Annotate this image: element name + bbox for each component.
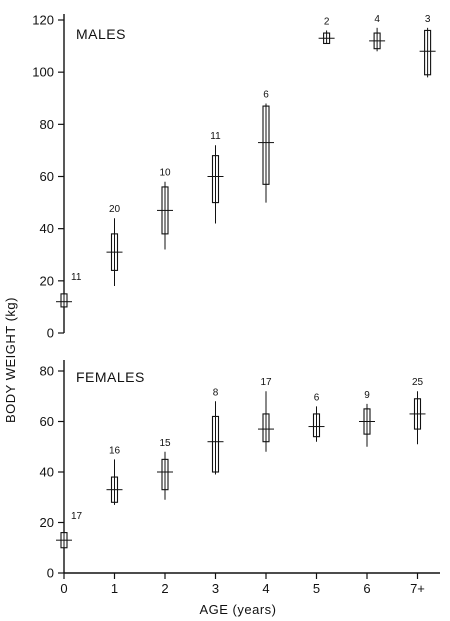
females-count-label: 17 — [71, 511, 83, 522]
females-count-label: 6 — [314, 392, 320, 403]
males-y-tick-label: 40 — [40, 221, 54, 236]
females-y-tick-label: 0 — [47, 566, 54, 581]
x-tick-label: 3 — [212, 581, 219, 596]
x-axis-title: AGE (years) — [199, 602, 276, 617]
females-panel: FEMALES 0 20 40 60 80 17 16 15 8 17 6 9 25 — [40, 360, 440, 581]
x-tick-label: 6 — [363, 581, 370, 596]
females-count-label: 15 — [159, 438, 171, 449]
x-tick-label: 7+ — [410, 581, 425, 596]
x-tick-label: 1 — [111, 581, 118, 596]
females-panel-label: FEMALES — [76, 369, 145, 385]
females-count-label: 16 — [109, 445, 121, 456]
males-panel-label: MALES — [76, 26, 126, 42]
males-y-tick-label: 100 — [32, 65, 54, 80]
females-y-tick-label: 60 — [40, 414, 54, 429]
males-count-label: 11 — [71, 272, 82, 283]
males-y-tick-label: 80 — [40, 117, 54, 132]
x-tick-label: 5 — [313, 581, 320, 596]
males-count-label: 4 — [374, 14, 380, 25]
x-tick-label: 0 — [60, 581, 67, 596]
males-count-label: 2 — [324, 16, 330, 27]
y-axis-title: BODY WEIGHT (kg) — [3, 297, 18, 423]
males-y-tick-label: 60 — [40, 169, 54, 184]
females-y-tick-label: 40 — [40, 465, 54, 480]
males-count-label: 20 — [109, 204, 121, 215]
females-y-tick-label: 80 — [40, 364, 54, 379]
males-panel: MALES 0 20 40 60 80 100 120 11 20 10 11 6 2 4 3 — [32, 13, 436, 341]
females-count-label: 9 — [364, 390, 370, 401]
males-count-label: 10 — [159, 168, 171, 179]
x-tick-label: 2 — [161, 581, 168, 596]
males-y-tick-label: 20 — [40, 273, 54, 288]
males-count-label: 11 — [210, 131, 221, 142]
x-ticks: 0 1 2 3 4 5 6 7+ — [60, 573, 425, 596]
females-count-label: 25 — [412, 377, 424, 388]
males-count-label: 3 — [425, 14, 431, 25]
x-tick-label: 4 — [262, 581, 269, 596]
males-y-tick-label: 120 — [32, 13, 54, 28]
females-count-label: 17 — [260, 377, 272, 388]
males-y-tick-label: 0 — [47, 326, 54, 341]
females-y-tick-label: 20 — [40, 515, 54, 530]
males-count-label: 6 — [263, 89, 269, 100]
females-count-label: 8 — [213, 387, 219, 398]
